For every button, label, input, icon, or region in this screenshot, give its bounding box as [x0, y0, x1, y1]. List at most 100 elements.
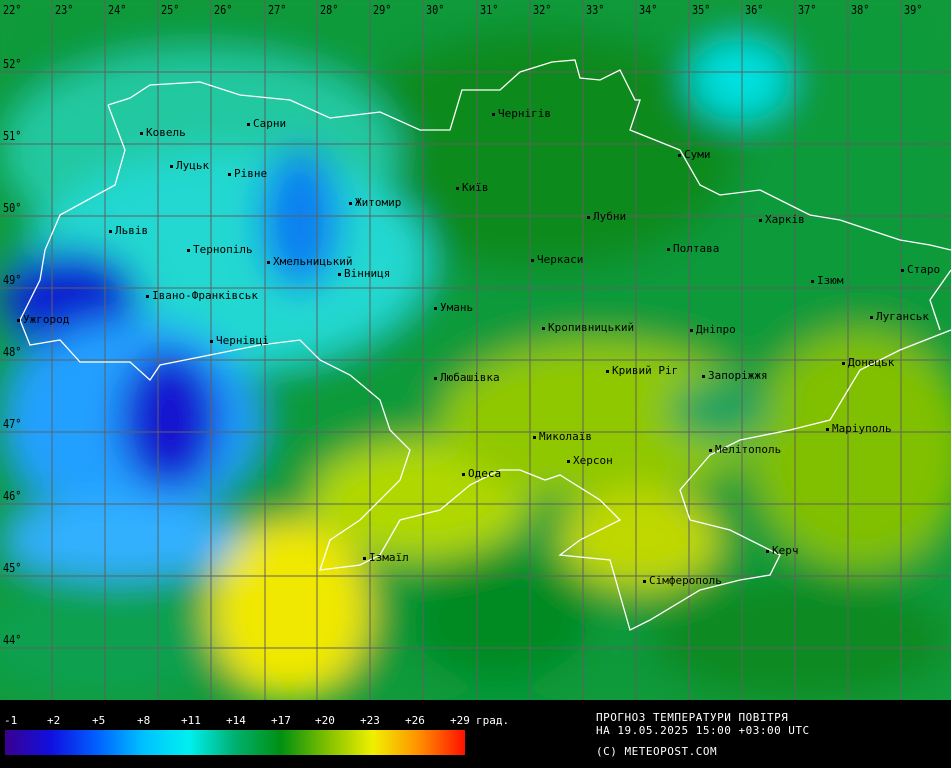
city-label: Сімферополь — [643, 575, 722, 587]
city-name: Івано-Франківськ — [152, 289, 258, 302]
city-name: Сімферополь — [649, 574, 722, 587]
city-name: Лубни — [593, 210, 627, 223]
longitude-label: 34° — [639, 3, 658, 17]
city-label: Полтава — [667, 243, 719, 255]
city-name: Ужгород — [23, 313, 70, 326]
longitude-label: 31° — [480, 3, 499, 17]
city-name: Маріуполь — [832, 422, 892, 435]
latitude-label: 47° — [3, 417, 22, 431]
legend-tick: +26 — [405, 714, 425, 727]
city-marker-icon — [606, 369, 609, 373]
city-label: Миколаїв — [533, 431, 592, 443]
city-label: Старо — [901, 264, 940, 276]
latitude-label: 45° — [3, 561, 22, 575]
city-name: Кривий Ріг — [612, 364, 679, 377]
legend-unit: град. — [476, 714, 510, 727]
city-label: Херсон — [567, 455, 613, 467]
grid-lines — [0, 0, 951, 700]
city-marker-icon — [826, 427, 829, 431]
city-name: Харків — [765, 213, 805, 226]
legend-tick: -1 — [4, 714, 18, 727]
city-marker-icon — [228, 172, 231, 176]
forecast-datetime: НА 19.05.2025 15:00 +03:00 UTC — [596, 724, 810, 737]
latitude-label: 46° — [3, 489, 22, 503]
city-name: Чернігів — [498, 107, 551, 120]
city-marker-icon — [870, 315, 873, 319]
city-marker-icon — [210, 339, 213, 343]
city-marker-icon — [247, 122, 250, 126]
longitude-label: 28° — [320, 3, 339, 17]
city-marker-icon — [17, 318, 20, 322]
city-name: Суми — [684, 148, 711, 161]
city-marker-icon — [678, 153, 681, 157]
longitude-label: 37° — [798, 3, 817, 17]
legend-tick: +11 — [181, 714, 201, 727]
city-name: Старо — [907, 263, 941, 276]
longitude-label: 29° — [373, 3, 392, 17]
longitude-label: 35° — [692, 3, 711, 17]
city-label: Керч — [766, 545, 799, 557]
city-name: Луганськ — [876, 310, 929, 323]
city-label: Сарни — [247, 118, 286, 130]
city-marker-icon — [759, 218, 762, 222]
city-name: Ізюм — [817, 274, 844, 287]
city-name: Мелітополь — [715, 443, 782, 456]
city-marker-icon — [811, 279, 814, 283]
longitude-label: 36° — [745, 3, 764, 17]
city-label: Донецьк — [842, 357, 894, 369]
city-marker-icon — [492, 112, 495, 116]
legend-tick: +5 — [92, 714, 106, 727]
city-label: Івано-Франківськ — [146, 290, 258, 302]
longitude-label: 30° — [426, 3, 445, 17]
city-marker-icon — [140, 131, 143, 135]
city-label: Любашівка — [434, 372, 500, 384]
city-name: Миколаїв — [539, 430, 592, 443]
temperature-map[interactable]: 22° 23° 24° 25° 26° 27° 28° 29° 30° 31° … — [0, 0, 951, 700]
city-name: Одеса — [468, 467, 502, 480]
city-label: Маріуполь — [826, 423, 892, 435]
city-label: Лубни — [587, 211, 626, 223]
city-marker-icon — [643, 579, 646, 583]
city-label: Житомир — [349, 197, 401, 209]
city-marker-icon — [690, 328, 693, 332]
city-label: Ужгород — [17, 314, 69, 326]
longitude-label: 22° — [3, 3, 22, 17]
city-marker-icon — [842, 361, 845, 365]
city-name: Рівне — [234, 167, 268, 180]
longitude-label: 27° — [268, 3, 287, 17]
legend-tick: +20 — [315, 714, 335, 727]
city-name: Ковель — [146, 126, 186, 139]
longitude-label: 24° — [108, 3, 127, 17]
city-name: Житомир — [355, 196, 402, 209]
city-label: Рівне — [228, 168, 267, 180]
city-label: Кропивницький — [542, 322, 634, 334]
city-marker-icon — [531, 258, 534, 262]
city-name: Київ — [462, 181, 489, 194]
city-label: Харків — [759, 214, 805, 226]
city-name: Черкаси — [537, 253, 584, 266]
longitude-label: 26° — [214, 3, 233, 17]
city-name: Кропивницький — [548, 321, 635, 334]
city-marker-icon — [146, 294, 149, 298]
city-marker-icon — [363, 556, 366, 560]
city-label: Вінниця — [338, 268, 390, 280]
city-marker-icon — [338, 272, 341, 276]
city-label: Умань — [434, 302, 473, 314]
city-label: Луцьк — [170, 160, 209, 172]
latitude-label: 52° — [3, 57, 22, 71]
legend-tick: +2 — [47, 714, 61, 727]
city-marker-icon — [267, 260, 270, 264]
city-label: Ізюм — [811, 275, 844, 287]
latitude-label: 51° — [3, 129, 22, 143]
city-name: Чернівці — [216, 334, 269, 347]
legend-tick: +17 — [271, 714, 291, 727]
longitude-label: 25° — [161, 3, 180, 17]
city-label: Ізмаїл — [363, 552, 409, 564]
city-name: Хмельницький — [273, 255, 353, 268]
city-label: Мелітополь — [709, 444, 781, 456]
city-name: Вінниця — [344, 267, 391, 280]
city-name: Запоріжжя — [708, 369, 768, 382]
city-label: Чернівці — [210, 335, 269, 347]
latitude-label: 44° — [3, 633, 22, 647]
city-name: Тернопіль — [193, 243, 253, 256]
